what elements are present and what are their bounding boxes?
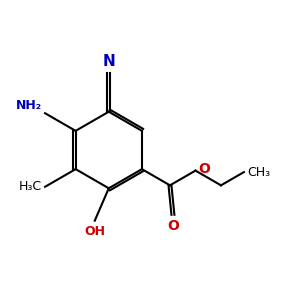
Text: N: N — [102, 54, 115, 69]
Text: NH₂: NH₂ — [16, 99, 42, 112]
Text: OH: OH — [84, 225, 105, 238]
Text: CH₃: CH₃ — [247, 166, 270, 178]
Text: O: O — [167, 219, 179, 233]
Text: O: O — [198, 162, 210, 176]
Text: H₃C: H₃C — [19, 180, 42, 193]
